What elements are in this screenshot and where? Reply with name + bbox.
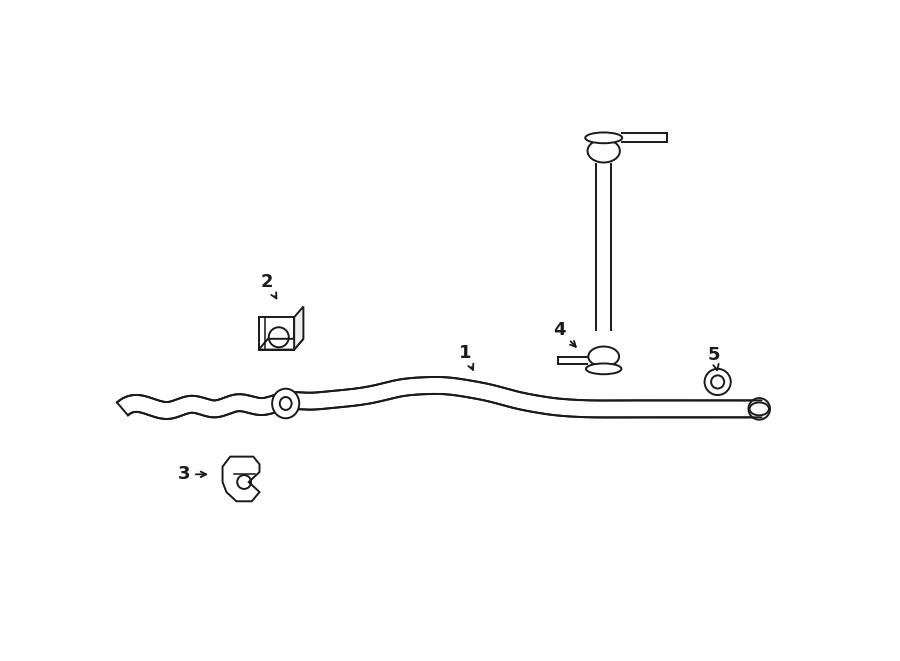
Polygon shape xyxy=(258,339,303,350)
Text: 2: 2 xyxy=(261,273,276,298)
Polygon shape xyxy=(258,317,294,350)
Ellipse shape xyxy=(588,139,620,163)
Ellipse shape xyxy=(585,132,622,143)
Polygon shape xyxy=(222,457,259,501)
Polygon shape xyxy=(294,307,303,350)
Text: 5: 5 xyxy=(707,346,720,370)
Circle shape xyxy=(705,369,731,395)
Ellipse shape xyxy=(749,398,770,420)
Text: 1: 1 xyxy=(459,344,473,370)
Polygon shape xyxy=(117,377,761,419)
Text: 4: 4 xyxy=(554,321,576,347)
Ellipse shape xyxy=(589,346,619,367)
Ellipse shape xyxy=(272,389,299,418)
Ellipse shape xyxy=(586,364,621,374)
Text: 3: 3 xyxy=(178,465,206,483)
